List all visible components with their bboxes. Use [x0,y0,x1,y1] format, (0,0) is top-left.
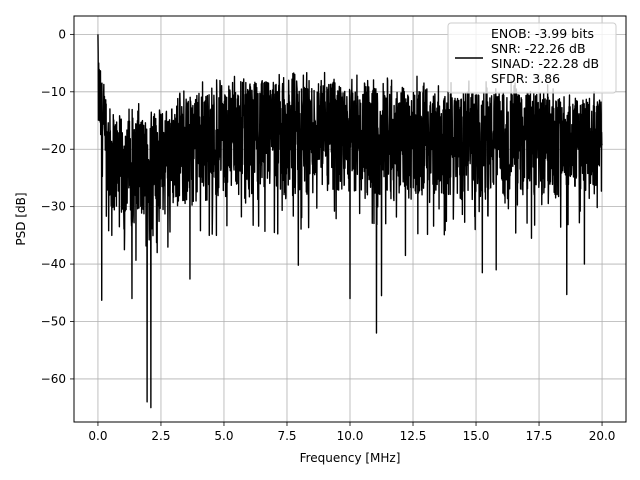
x-tick-label: 12.5 [400,429,427,443]
y-tick-label: −40 [41,257,66,271]
legend-entry-enob: ENOB: -3.99 bits [491,26,594,41]
y-tick-label: −60 [41,372,66,386]
legend-entry-snr: SNR: -22.26 dB [491,41,586,56]
y-tick-label: −50 [41,315,66,329]
x-tick-label: 0.0 [88,429,107,443]
psd-line [97,34,603,409]
x-tick-label: 20.0 [589,429,616,443]
y-tick-label: −30 [41,200,66,214]
legend-entry-sinad: SINAD: -22.28 dB [491,56,599,71]
x-axis-label: Frequency [MHz] [300,451,401,465]
x-tick-label: 5.0 [214,429,233,443]
x-tick-label: 17.5 [526,429,553,443]
x-tick-label: 15.0 [463,429,490,443]
y-tick-label: −10 [41,85,66,99]
y-tick-label: −20 [41,142,66,156]
x-axis-ticks: 0.0 2.5 5.0 7.5 10.0 12.5 15.0 17.5 20.0 [88,422,615,443]
psd-series [97,34,603,409]
x-tick-label: 2.5 [151,429,170,443]
y-axis-label: PSD [dB] [14,192,28,245]
legend: ENOB: -3.99 bits SNR: -22.26 dB SINAD: -… [447,22,617,94]
y-axis-ticks: 0 −10 −20 −30 −40 −50 −60 [41,27,74,386]
y-tick-label: 0 [58,27,66,41]
legend-box [447,22,617,94]
plot-area [97,34,603,409]
x-tick-label: 10.0 [337,429,364,443]
legend-entry-sfdr: SFDR: 3.86 [491,71,560,86]
x-tick-label: 7.5 [277,429,296,443]
